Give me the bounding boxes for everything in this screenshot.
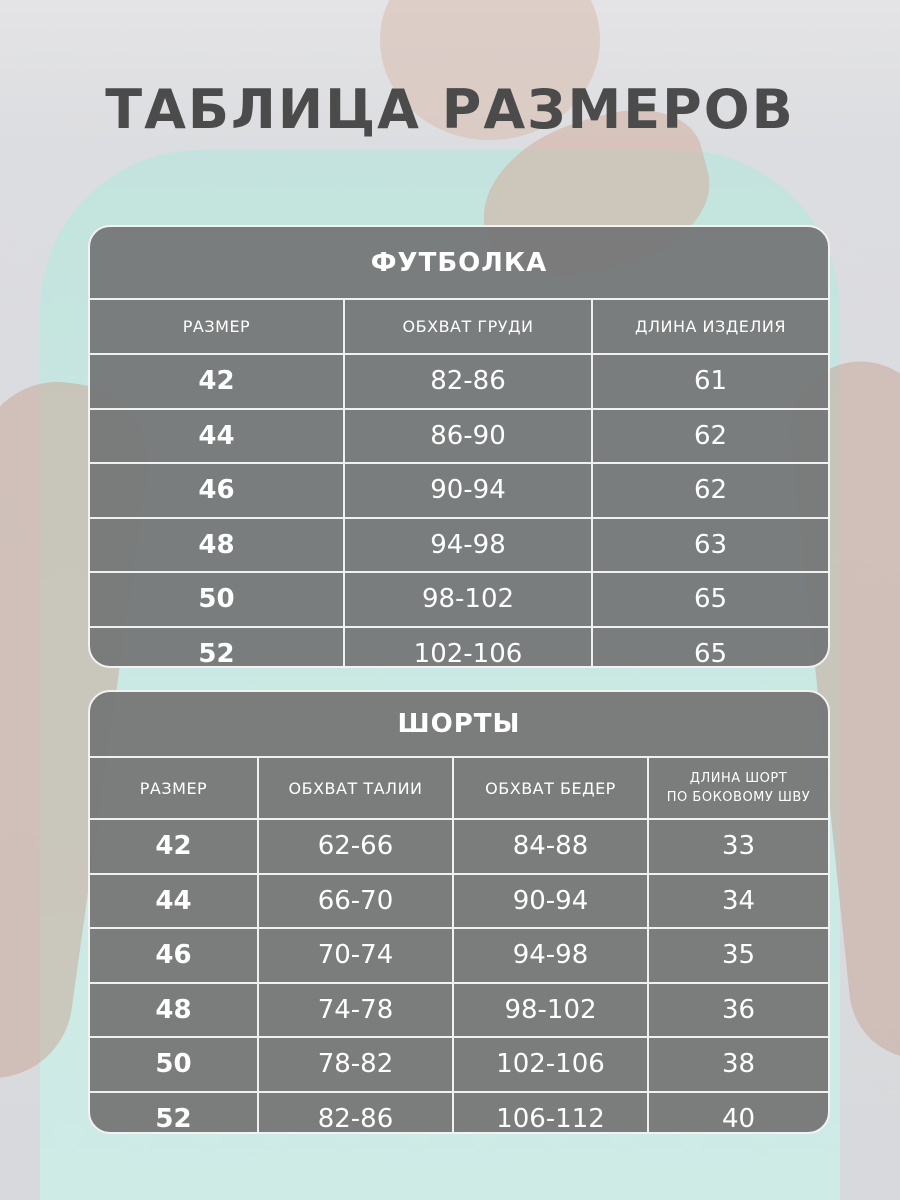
table-cell: 34 — [647, 874, 828, 927]
table-cell: 82-86 — [343, 355, 591, 408]
shorts-size-table: ШОРТЫ РАЗМЕР ОБХВАТ ТАЛИИ ОБХВАТ БЕДЕР ДЛИНА… — [88, 690, 830, 1134]
table-cell: 46 — [155, 940, 192, 971]
table-cell: 84-88 — [452, 820, 647, 873]
table-row: 48 74-78 98-102 36 — [90, 981, 828, 1036]
table-row: 44 86-90 62 — [90, 407, 828, 462]
table-cell: 40 — [647, 1092, 828, 1132]
table-row: 46 90-94 62 — [90, 462, 828, 517]
table-row: 48 94-98 63 — [90, 516, 828, 571]
table-cell: 46 — [198, 475, 235, 506]
table-cell: 78-82 — [257, 1038, 452, 1091]
table-cell: 90-94 — [452, 874, 647, 927]
table-header-row: РАЗМЕР ОБХВАТ ТАЛИИ ОБХВАТ БЕДЕР ДЛИНА ШОРТ… — [90, 756, 828, 818]
table-row: 50 98-102 65 — [90, 571, 828, 626]
table-cell: 106-112 — [452, 1092, 647, 1132]
table-cell: 65 — [591, 627, 828, 666]
table-cell: 50 — [198, 584, 235, 615]
page-title: ТАБЛИЦА РАЗМЕРОВ — [105, 78, 795, 141]
table-cell: 62 — [591, 409, 828, 462]
table-cell: 98-102 — [452, 983, 647, 1036]
table-cell: 102-106 — [343, 627, 591, 666]
tshirt-size-table: ФУТБОЛКА РАЗМЕР ОБХВАТ ГРУДИ ДЛИНА ИЗДЕЛИЯ 4… — [88, 225, 830, 668]
column-header: ДЛИНА ИЗДЕЛИЯ — [591, 300, 828, 353]
table-row: 52 82-86 106-112 40 — [90, 1090, 828, 1134]
table-cell: 94-98 — [452, 929, 647, 982]
table-cell: 33 — [647, 820, 828, 873]
column-header: ОБХВАТ ТАЛИИ — [257, 758, 452, 818]
table-cell: 62-66 — [257, 820, 452, 873]
table-row: 42 62-66 84-88 33 — [90, 818, 828, 873]
table-cell: 35 — [647, 929, 828, 982]
table-cell: 52 — [198, 638, 235, 668]
table-cell: 62 — [591, 464, 828, 517]
table-cell: 61 — [591, 355, 828, 408]
table-cell: 65 — [591, 573, 828, 626]
table-row: 44 66-70 90-94 34 — [90, 872, 828, 927]
table-cell: 50 — [155, 1049, 192, 1080]
table-row: 46 70-74 94-98 35 — [90, 927, 828, 982]
table-cell: 48 — [198, 529, 235, 560]
table-cell: 102-106 — [452, 1038, 647, 1091]
column-header: РАЗМЕР — [139, 778, 208, 798]
table-cell: 94-98 — [343, 518, 591, 571]
table-cell: 70-74 — [257, 929, 452, 982]
table-row: 42 82-86 61 — [90, 353, 828, 408]
table-cell: 52 — [155, 1103, 192, 1134]
table-cell: 48 — [155, 994, 192, 1025]
table-cell: 82-86 — [257, 1092, 452, 1132]
table-cell: 44 — [155, 885, 192, 916]
table-cell: 42 — [155, 831, 192, 862]
table-title: ШОРТЫ — [397, 709, 521, 739]
table-cell: 74-78 — [257, 983, 452, 1036]
table-header-row: РАЗМЕР ОБХВАТ ГРУДИ ДЛИНА ИЗДЕЛИЯ — [90, 298, 828, 353]
table-cell: 44 — [198, 420, 235, 451]
table-cell: 86-90 — [343, 409, 591, 462]
table-title: ФУТБОЛКА — [370, 247, 548, 278]
table-row: 50 78-82 102-106 38 — [90, 1036, 828, 1091]
column-header: ОБХВАТ ГРУДИ — [343, 300, 591, 353]
column-header: РАЗМЕР — [182, 317, 251, 336]
table-cell: 42 — [198, 366, 235, 397]
table-cell: 36 — [647, 983, 828, 1036]
table-cell: 38 — [647, 1038, 828, 1091]
column-header: ОБХВАТ БЕДЕР — [452, 758, 647, 818]
table-cell: 98-102 — [343, 573, 591, 626]
table-cell: 90-94 — [343, 464, 591, 517]
column-header: ДЛИНА ШОРТ ПО БОКОВОМУ ШВУ — [647, 758, 828, 818]
table-row: 52 102-106 65 — [90, 625, 828, 668]
table-cell: 63 — [591, 518, 828, 571]
table-cell: 66-70 — [257, 874, 452, 927]
